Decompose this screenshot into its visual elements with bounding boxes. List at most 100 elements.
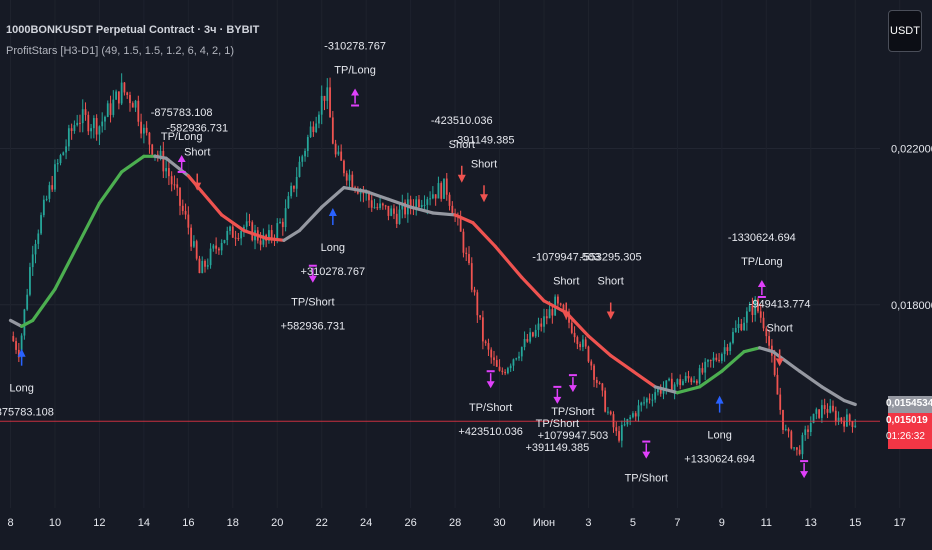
candle-body [659, 387, 662, 394]
candle-body [568, 313, 570, 323]
candle-body [192, 241, 195, 247]
ma-segment [31, 287, 57, 323]
candle-body [331, 117, 334, 144]
candle-body [512, 359, 515, 366]
currency-button[interactable]: USDT [888, 10, 922, 52]
time-tick-label: 26 [405, 517, 417, 529]
candle-body [740, 323, 743, 331]
candle-body [665, 380, 668, 389]
candle-body [632, 413, 634, 418]
candle-body [715, 357, 718, 360]
candle-body [106, 103, 109, 117]
candle-body [231, 226, 234, 238]
signal-label: TP/Long [161, 131, 203, 143]
signal-label: TP/Long [334, 65, 376, 77]
candle-body [451, 205, 454, 216]
candle-body [826, 409, 829, 413]
signal-tp: TP/Short+1079947.503 [538, 374, 608, 442]
candle-body [476, 292, 479, 316]
candle-body [223, 240, 226, 243]
time-tick-label: 13 [805, 517, 817, 529]
ma-segment [771, 350, 802, 373]
candle-body [429, 198, 431, 200]
candle-body [748, 305, 751, 312]
candle-body [654, 392, 657, 400]
candle-body [557, 296, 559, 304]
time-axis[interactable]: 8 10 12 14 16 18 20 22 24 26 28 30 Июн 3 5 7 9 11 13 15 17 [7, 517, 905, 529]
candle-body [229, 226, 231, 231]
signal-tp: -1330624.694 TP/Long [728, 232, 796, 298]
candle-body [509, 365, 512, 369]
time-tick-label: 24 [360, 517, 372, 529]
time-tick-label: 16 [182, 517, 194, 529]
candle-body [776, 374, 779, 395]
candle-body [165, 168, 168, 172]
candle-body [587, 346, 590, 362]
symbol-title[interactable]: 1000BONKUSDT Perpetual Contract · 3ч · B… [6, 24, 260, 36]
ma-segment [120, 154, 146, 174]
candle-body [846, 414, 848, 427]
signal-short: -582936.731 Short [166, 123, 228, 191]
signal-label: -875783.108 [151, 107, 213, 119]
ma-segment [520, 275, 546, 303]
signal-label: Short [471, 158, 497, 170]
signal-label: Short [767, 322, 793, 334]
signal-label: +310278.767 [301, 266, 366, 278]
candle-body [151, 144, 154, 155]
candle-body [295, 176, 298, 189]
candle-body [290, 185, 293, 197]
candle-body [598, 382, 601, 384]
time-tick-label: 20 [271, 517, 283, 529]
signal-tp [800, 460, 809, 479]
candle-body [843, 420, 846, 427]
candle-body [662, 388, 665, 394]
candle-body [318, 114, 320, 124]
signal-label: TP/Short [291, 297, 334, 309]
grid [0, 147, 880, 306]
candle-body [65, 146, 67, 153]
candle-body [359, 191, 362, 194]
candle-body [26, 294, 29, 310]
candle-body [651, 399, 654, 401]
ma-segment [698, 369, 724, 389]
candle-body [387, 205, 390, 216]
candle-body [737, 323, 740, 328]
short-arrow-icon [193, 182, 202, 191]
signal-tp: -310278.767 TP/Long [324, 41, 386, 107]
candle-body [281, 221, 284, 228]
candle-body [604, 390, 607, 412]
candle-body [137, 100, 140, 122]
candle-body [348, 174, 351, 181]
candle-body [818, 409, 821, 418]
candle-body [854, 425, 857, 427]
candle-body [237, 237, 240, 239]
candle-body [268, 230, 270, 241]
candle-body [56, 163, 59, 165]
tp-arrow-icon [568, 385, 577, 393]
candle-body [112, 99, 115, 115]
indicator-legend[interactable]: ProfitStars [H3-D1] (49, 1.5, 1.5, 1.2, … [6, 45, 235, 57]
candle-body [29, 267, 31, 295]
candle-body [798, 449, 801, 455]
signal-label: Short [598, 276, 624, 288]
long-arrow-icon [715, 395, 724, 404]
candle-body [590, 361, 593, 366]
candle-body [315, 123, 318, 133]
candle-body [782, 409, 784, 430]
candle-body [343, 160, 345, 174]
candle-body [187, 214, 190, 228]
candle-body [709, 359, 712, 361]
time-tick-label: 15 [849, 517, 861, 529]
candle-body [573, 332, 576, 338]
candle-body [520, 347, 523, 357]
signal-label: -1079947.503 [532, 252, 600, 264]
candle-body [320, 95, 323, 115]
candle-body [190, 227, 193, 247]
time-tick-label: Июн [533, 517, 555, 529]
candle-body [259, 240, 262, 245]
candle-body [162, 150, 165, 172]
tp-arrow-icon [177, 154, 186, 162]
